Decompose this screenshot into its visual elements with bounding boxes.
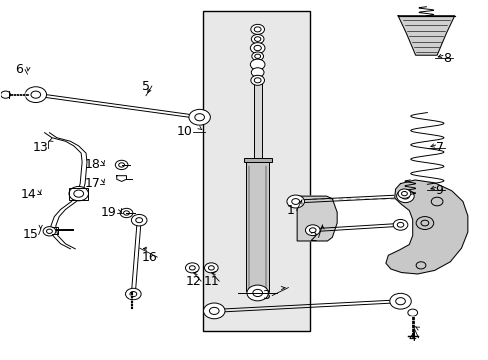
Circle shape — [209, 307, 219, 314]
Circle shape — [251, 35, 264, 44]
Text: 19: 19 — [101, 207, 117, 220]
Circle shape — [305, 225, 320, 235]
Polygon shape — [397, 16, 454, 55]
Circle shape — [395, 298, 405, 305]
Polygon shape — [385, 180, 467, 274]
Circle shape — [397, 189, 410, 198]
Text: 13: 13 — [33, 141, 48, 154]
Circle shape — [392, 220, 407, 230]
Circle shape — [253, 45, 261, 51]
Circle shape — [120, 208, 133, 218]
Polygon shape — [297, 196, 336, 241]
Circle shape — [389, 293, 410, 309]
Circle shape — [420, 220, 428, 226]
Text: 5: 5 — [142, 80, 150, 93]
Circle shape — [254, 37, 260, 41]
Circle shape — [286, 195, 304, 208]
Circle shape — [46, 229, 52, 233]
Circle shape — [252, 289, 262, 297]
Circle shape — [309, 228, 315, 233]
Circle shape — [401, 193, 408, 199]
Circle shape — [396, 190, 413, 203]
Circle shape — [204, 263, 218, 273]
Circle shape — [291, 199, 299, 204]
Circle shape — [415, 217, 433, 229]
Circle shape — [250, 24, 264, 35]
Text: 9: 9 — [435, 184, 443, 197]
Bar — [69, 188, 88, 200]
Circle shape — [136, 218, 142, 223]
Circle shape — [115, 160, 128, 170]
Circle shape — [208, 266, 214, 270]
Circle shape — [43, 226, 56, 236]
Bar — [253, 83, 261, 158]
Circle shape — [185, 263, 199, 273]
Text: 14: 14 — [21, 188, 37, 201]
Text: 15: 15 — [23, 228, 39, 241]
Text: 2: 2 — [308, 231, 316, 244]
Circle shape — [251, 68, 264, 77]
Circle shape — [401, 192, 407, 196]
Circle shape — [246, 285, 268, 301]
Circle shape — [25, 87, 46, 103]
Bar — [243, 158, 271, 162]
Bar — [245, 162, 269, 291]
Circle shape — [131, 215, 147, 226]
Text: 10: 10 — [177, 125, 193, 138]
Circle shape — [250, 42, 264, 53]
Circle shape — [123, 211, 129, 215]
Circle shape — [430, 197, 442, 206]
Circle shape — [254, 78, 261, 83]
Circle shape — [254, 27, 261, 32]
Text: 18: 18 — [84, 158, 100, 171]
Circle shape — [69, 186, 88, 201]
Text: 11: 11 — [203, 275, 219, 288]
Circle shape — [250, 75, 264, 85]
Circle shape — [415, 262, 425, 269]
Circle shape — [130, 292, 137, 297]
Text: 17: 17 — [84, 177, 100, 190]
Text: 12: 12 — [185, 275, 201, 288]
Circle shape — [252, 76, 263, 84]
Circle shape — [74, 190, 83, 197]
Text: 16: 16 — [141, 251, 157, 264]
Text: 7: 7 — [435, 141, 443, 154]
Circle shape — [407, 309, 417, 316]
Circle shape — [189, 266, 195, 270]
Circle shape — [250, 59, 264, 70]
Text: 6: 6 — [15, 63, 23, 76]
Circle shape — [125, 288, 141, 300]
Circle shape — [0, 91, 10, 98]
Circle shape — [188, 109, 210, 125]
Bar — [203, 12, 310, 330]
Text: 1: 1 — [286, 204, 294, 217]
Circle shape — [254, 54, 260, 58]
Text: 8: 8 — [442, 51, 450, 64]
Circle shape — [203, 303, 224, 319]
Circle shape — [31, 91, 41, 98]
Circle shape — [396, 222, 403, 227]
Polygon shape — [117, 176, 126, 181]
Circle shape — [251, 52, 263, 60]
Text: 4: 4 — [408, 331, 416, 344]
Text: 3: 3 — [262, 289, 270, 302]
Circle shape — [119, 163, 124, 167]
Circle shape — [194, 114, 204, 121]
